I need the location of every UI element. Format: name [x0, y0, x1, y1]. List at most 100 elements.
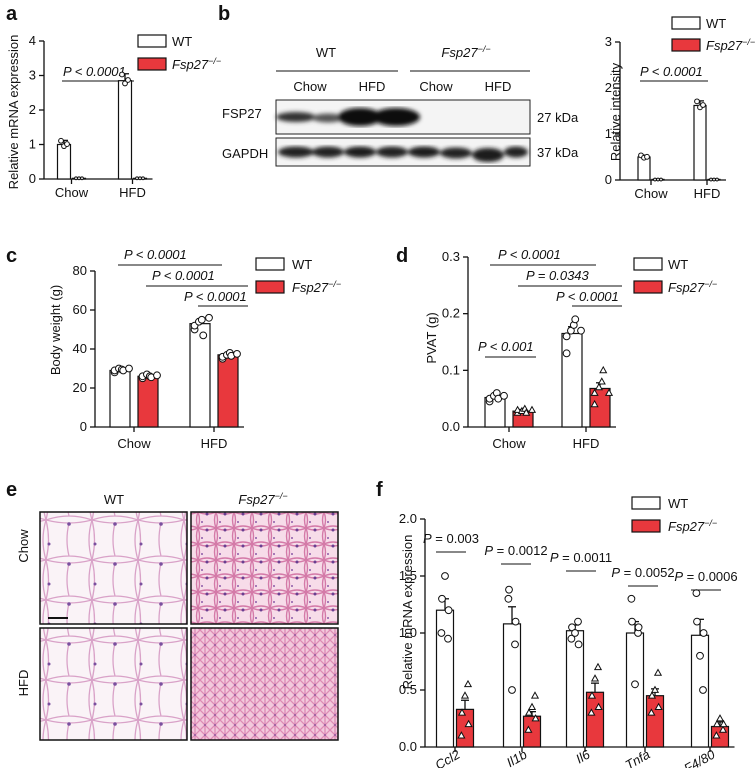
panel-f-data-point [571, 629, 579, 637]
panel-f-bar [585, 691, 605, 748]
panel-b-ytick-label: 3 [605, 34, 612, 49]
panel-f-ytick-label: 0.5 [399, 682, 417, 697]
panel-f-letter: f [376, 479, 383, 501]
panel-b-letter: b [218, 3, 230, 25]
legend-a-wt-swatch [137, 34, 167, 48]
panel-d-data-point [513, 405, 522, 413]
panel-f-data-point [531, 714, 540, 722]
blot-gapdh-bands [278, 146, 528, 162]
legend-b-wt-swatch [671, 16, 701, 30]
panel-c-ytick-label: 80 [73, 263, 87, 278]
panel-c-data-point [233, 349, 241, 358]
panel-f-data-point [715, 714, 725, 722]
panel-d-data-point [604, 388, 614, 396]
panel-d-data-point [562, 349, 571, 358]
panel-b-ytick-label: 0 [605, 172, 612, 187]
panel-a-data-point [64, 141, 70, 147]
panel-c-stat-1: P < 0.0001 [124, 247, 187, 262]
panel-f-data-point [699, 629, 708, 637]
panel-e-row2-label: HFD [16, 670, 31, 697]
panel-b-data-point [709, 177, 713, 182]
blot-row1-size: 27 kDa [537, 110, 579, 125]
panel-f-data-point [524, 708, 534, 716]
legend-d-wt: WT [668, 257, 688, 272]
panel-b-ytick-label: 1 [605, 126, 612, 141]
panel-a-data-point [77, 176, 81, 181]
panel-c-ytick-label: 40 [73, 341, 87, 356]
panel-b-data-point [700, 102, 706, 108]
panel-d-letter: d [396, 245, 408, 267]
panel-f: f Relative mRNA expression 0.0 0.5 1.0 1.5 2… [376, 479, 738, 768]
panel-e-row1-label: Chow [16, 529, 31, 563]
panel-c-bar [217, 354, 239, 428]
panel-f-data-point [530, 691, 540, 699]
panel-f-data-point [693, 617, 701, 626]
panel-f-data-point [437, 629, 446, 637]
legend-d-wt-swatch [633, 257, 663, 271]
panel-f-data-point [647, 708, 656, 716]
panel-d-ytick-label: 0.3 [442, 249, 460, 264]
legend-f-wt: WT [668, 496, 688, 511]
panel-e-wt-header: WT [104, 492, 124, 507]
histology-ko-chow [190, 511, 339, 625]
panel-f-data-point [594, 702, 603, 710]
panel-f-data-point [457, 708, 467, 716]
panel-f-stat: P = 0.0006 [674, 569, 737, 584]
legend-c-ko: Fsp27−/− [292, 279, 341, 295]
panel-f-data-point [460, 691, 470, 699]
panel-f-bar [645, 695, 665, 748]
panel-b-ylabel: Relative intensity [608, 62, 623, 161]
panel-a-ytick-label: 3 [29, 68, 36, 83]
panel-a-xtick-label: Chow [55, 185, 89, 200]
legend-f-ko-swatch [631, 519, 661, 533]
panel-d-stat-1: P < 0.0001 [498, 247, 561, 262]
legend-d-ko-swatch [633, 280, 663, 294]
panel-a-xtick-label: HFD [119, 185, 146, 200]
blot-fsp27-bands [276, 108, 420, 126]
panel-f-bar [565, 630, 585, 748]
panel-e-ko-header: Fsp27−/− [238, 491, 287, 507]
panel-a-plot: 0 1 2 3 4 Chow HFD [29, 33, 153, 200]
panel-d-data-point [577, 326, 585, 335]
panel-c-xtick-label: Chow [117, 436, 151, 451]
panel-d-stat-2: P = 0.0343 [526, 268, 590, 283]
panel-f-data-point [654, 702, 663, 710]
panel-f-ylabel: Relative mRNA expression [400, 535, 415, 690]
panel-b-data-point [653, 177, 657, 182]
panel-d-plot: 0.0 0.1 0.2 0.3 Chow HFD [442, 249, 616, 451]
panel-a-data-point [135, 176, 139, 181]
panel-b-plot: 0 1 2 3 Chow HFD [605, 34, 726, 201]
legend-c-wt-swatch [255, 257, 285, 271]
legend-b-ko: Fsp27−/− [706, 37, 755, 53]
panel-d: d PVAT (g) P < 0.0001 P = 0.0343 P < 0.0… [396, 245, 717, 451]
panel-d-data-point [599, 365, 608, 374]
panel-d-data-point [571, 315, 580, 324]
panel-b-data-point [659, 177, 663, 182]
panel-a-ytick-label: 2 [29, 102, 36, 117]
panel-f-data-point [463, 679, 473, 688]
panel-c-bar [137, 375, 159, 428]
panel-c-ytick-label: 20 [73, 380, 87, 395]
legend-c-ko-swatch [255, 280, 285, 294]
panel-b-xtick-label: HFD [694, 186, 721, 201]
panel-f-data-point [587, 691, 597, 699]
panel-a-ytick-label: 1 [29, 137, 36, 152]
panel-c-stat-3: P < 0.0001 [184, 289, 247, 304]
panel-f-ytick-label: 1.5 [399, 568, 417, 583]
panel-f-data-point [712, 731, 721, 739]
panel-a-data-point [138, 176, 142, 181]
panel-d-data-point [590, 388, 599, 396]
panel-a: a Relative mRNA expression P < 0.0001 0 1… [6, 3, 221, 200]
panel-c-data-point [125, 364, 133, 373]
panel-c-xtick-label: HFD [201, 436, 228, 451]
legend-d-ko: Fsp27−/− [668, 279, 717, 295]
blot-wt-header: WT [316, 45, 336, 60]
panel-f-data-point [504, 594, 513, 603]
legend-a-wt: WT [172, 34, 192, 49]
panel-f-data-point [444, 634, 452, 643]
panel-f-xtick-label: Il6 [573, 746, 593, 766]
panel-c-data-point [199, 331, 208, 340]
panel-c-data-point [153, 371, 161, 380]
